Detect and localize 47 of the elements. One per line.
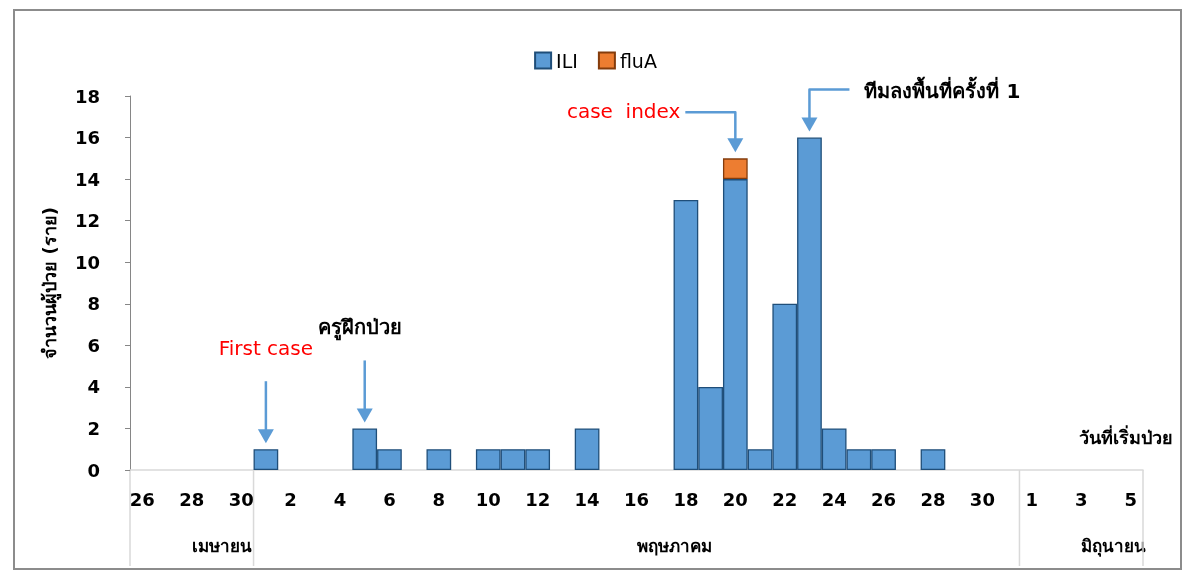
x-tick-label: 24 [821,488,847,510]
annotation: ครูฝึกป่วย [317,315,402,342]
annotation: First case [218,336,314,361]
x-tick-label: 3 [1074,488,1088,510]
x-tick-label: 30 [228,488,254,510]
x-tick-label: 5 [1124,488,1137,510]
x-tick-label: 30 [969,488,995,510]
x-tick-label: 20 [722,488,748,510]
text: มิถุนายน [1081,535,1147,557]
legend-label: ILI [556,49,578,72]
annotation: case index [566,99,681,124]
y-tick-label: 2 [87,417,100,439]
y-axis-title: จำนวนผู้ป่วย (ราย) [38,207,62,359]
x-tick-label: 26 [871,488,897,510]
text: พฤษภาคม [636,535,712,556]
legend-label: fluA [619,49,657,72]
y-tick-label: 8 [87,293,100,315]
y-tick-label: 12 [74,210,100,232]
x-tick-label: 26 [129,488,155,510]
x-tick-label: 22 [772,488,798,510]
y-tick-label: 4 [87,376,100,398]
x-tick-label: 12 [525,488,551,510]
annotation: ทีมลงพื้นที่ครั้งที่ 1 [864,75,1021,103]
x-tick-label: 1 [1025,488,1039,510]
y-tick-label: 18 [74,85,100,107]
bar [920,449,946,470]
x-tick-label: 16 [623,488,650,510]
y-tick-label: 0 [87,459,100,481]
y-tick-label: 6 [87,334,100,356]
x-tick-label: 18 [673,488,699,510]
x-tick-label: 8 [432,488,446,510]
x-tick-label: 28 [920,488,946,510]
x-tick-label: 28 [179,488,205,510]
x-axis-title: วันที่เริ่มป่วย [1079,424,1173,448]
bar [722,158,748,180]
y-tick-label: 16 [74,127,100,149]
x-tick-label: 14 [574,488,600,510]
x-tick-label: 4 [333,488,347,510]
bar [574,428,600,470]
x-tick-label: 10 [475,488,501,510]
bar [426,449,452,470]
text: เมษายน [191,535,252,556]
x-tick-label: 6 [383,488,396,510]
y-tick-label: 14 [74,168,100,190]
x-tick-label: 2 [284,488,297,510]
bar [253,449,279,470]
y-tick-label: 10 [74,251,100,273]
